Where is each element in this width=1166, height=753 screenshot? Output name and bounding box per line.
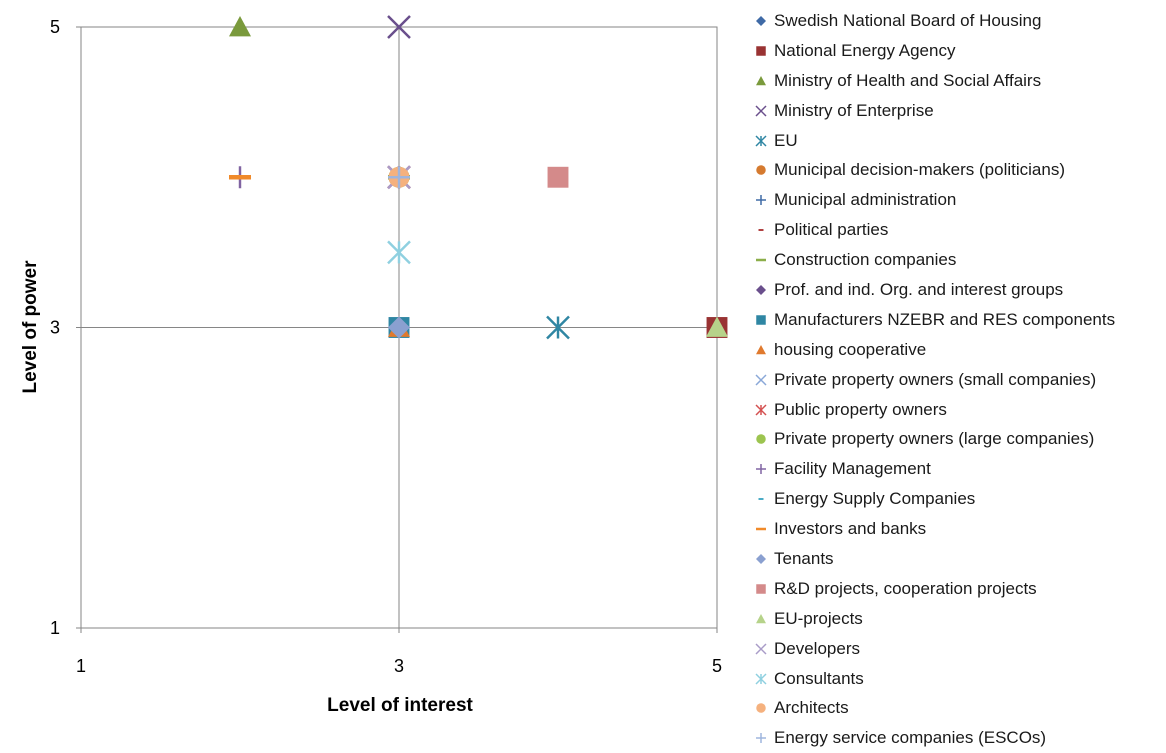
legend-label: Private property owners (large companies…: [774, 429, 1095, 449]
legend-marker-icon: [758, 498, 764, 501]
legend-label: Construction companies: [774, 250, 957, 270]
data-points: [229, 15, 728, 340]
legend-marker-icon: [756, 434, 766, 445]
legend-marker-icon: [756, 584, 766, 594]
legend-label: Energy service companies (ESCOs): [774, 728, 1047, 748]
legend-label: Political parties: [774, 220, 889, 240]
legend-item: housing cooperative: [752, 335, 1162, 365]
legend-item: Architects: [752, 693, 1162, 723]
data-point: [229, 16, 251, 37]
legend-item: Construction companies: [752, 245, 1162, 275]
data-point: [387, 15, 411, 39]
legend-item: Prof. and ind. Org. and interest groups: [752, 275, 1162, 305]
y-axis-title: Level of power: [20, 260, 41, 394]
data-point: [706, 316, 728, 337]
legend-item: Facility Management: [752, 454, 1162, 484]
legend-label: Public property owners: [774, 399, 947, 419]
legend-item: R&D projects, cooperation projects: [752, 574, 1162, 604]
legend-item: Municipal decision-makers (politicians): [752, 155, 1162, 185]
legend-marker-icon: [755, 134, 767, 147]
legend-item: Private property owners (small companies…: [752, 365, 1162, 395]
legend-item: EU-projects: [752, 604, 1162, 634]
legend-label: Ministry of Enterprise: [774, 100, 934, 120]
legend-marker-icon: [755, 374, 767, 386]
legend-label: Municipal administration: [774, 190, 957, 210]
legend-label: Facility Management: [774, 459, 931, 479]
legend-marker-icon: [756, 284, 766, 295]
x-tick-label: 3: [394, 656, 404, 676]
legend-label: Developers: [774, 638, 860, 658]
legend-label: Prof. and ind. Org. and interest groups: [774, 279, 1064, 299]
legend-label: Investors and banks: [774, 519, 927, 539]
legend-marker-icon: [756, 527, 766, 531]
data-point: [387, 240, 411, 265]
legend-item: Political parties: [752, 215, 1162, 245]
legend-marker-icon: [755, 673, 767, 685]
legend-label: National Energy Agency: [774, 40, 956, 60]
tick-labels: 1 3 5 1 3 5: [50, 17, 722, 676]
legend-marker-icon: [756, 75, 766, 85]
legend-label: Municipal decision-makers (politicians): [774, 160, 1065, 180]
data-point: [546, 315, 570, 340]
legend-marker-icon: [758, 229, 764, 232]
legend-item: Municipal administration: [752, 185, 1162, 215]
legend-item: Manufacturers NZEBR and RES components: [752, 305, 1162, 335]
legend-marker-icon: [756, 15, 766, 26]
legend-label: Private property owners (small companies…: [774, 369, 1097, 389]
x-axis-title: Level of interest: [327, 695, 473, 716]
y-tick-label: 5: [50, 17, 60, 37]
legend-label: Ministry of Health and Social Affairs: [774, 70, 1042, 90]
legend-marker-icon: [756, 703, 766, 714]
data-point: [388, 166, 410, 189]
data-point: [547, 166, 569, 188]
legend-label: Manufacturers NZEBR and RES components: [774, 309, 1116, 329]
y-tick-label: 3: [50, 318, 60, 338]
legend-marker-icon: [756, 464, 766, 475]
legend-item: Developers: [752, 634, 1162, 664]
x-tick-label: 5: [712, 656, 722, 676]
legend-item: Ministry of Enterprise: [752, 96, 1162, 126]
legend-label: R&D projects, cooperation projects: [774, 578, 1037, 598]
legend-label: Swedish National Board of Housing: [774, 10, 1042, 30]
legend-label: EU: [774, 130, 798, 150]
legend-label: Energy Supply Companies: [774, 489, 976, 509]
legend-marker-icon: [756, 553, 766, 564]
legend-marker-icon: [756, 315, 766, 325]
legend-marker-icon: [755, 403, 767, 416]
legend-marker-icon: [755, 105, 767, 117]
legend-label: housing cooperative: [774, 339, 927, 359]
legend-item: Energy Supply Companies: [752, 484, 1162, 514]
legend-item: Tenants: [752, 544, 1162, 574]
legend-item: Private property owners (large companies…: [752, 424, 1162, 454]
y-tick-label: 1: [50, 618, 60, 638]
x-tick-label: 1: [76, 656, 86, 676]
legend-marker-icon: [756, 733, 766, 744]
data-point: [388, 316, 410, 339]
legend-item: National Energy Agency: [752, 36, 1162, 66]
legend-item: Ministry of Health and Social Affairs: [752, 66, 1162, 96]
legend-item: Consultants: [752, 664, 1162, 694]
legend-marker-icon: [755, 643, 767, 655]
legend-item: Investors and banks: [752, 514, 1162, 544]
legend-label: EU-projects: [774, 608, 863, 628]
legend-marker-icon: [756, 46, 766, 56]
legend-label: Tenants: [774, 548, 834, 568]
legend-item: Public property owners: [752, 395, 1162, 425]
legend-item: EU: [752, 126, 1162, 156]
legend-marker-icon: [756, 258, 766, 262]
legend-label: Consultants: [774, 668, 864, 688]
legend: Swedish National Board of Housing Nationa…: [752, 6, 1162, 753]
legend-item: Energy service companies (ESCOs): [752, 723, 1162, 753]
legend-marker-icon: [756, 344, 766, 354]
legend-item: Swedish National Board of Housing: [752, 6, 1162, 36]
legend-label: Architects: [774, 698, 849, 718]
legend-marker-icon: [756, 195, 766, 206]
legend-marker-icon: [756, 165, 766, 176]
legend-marker-icon: [756, 613, 766, 623]
scatter-chart: 1 3 5 1 3 5 Level of interest Level of power: [20, 15, 728, 716]
